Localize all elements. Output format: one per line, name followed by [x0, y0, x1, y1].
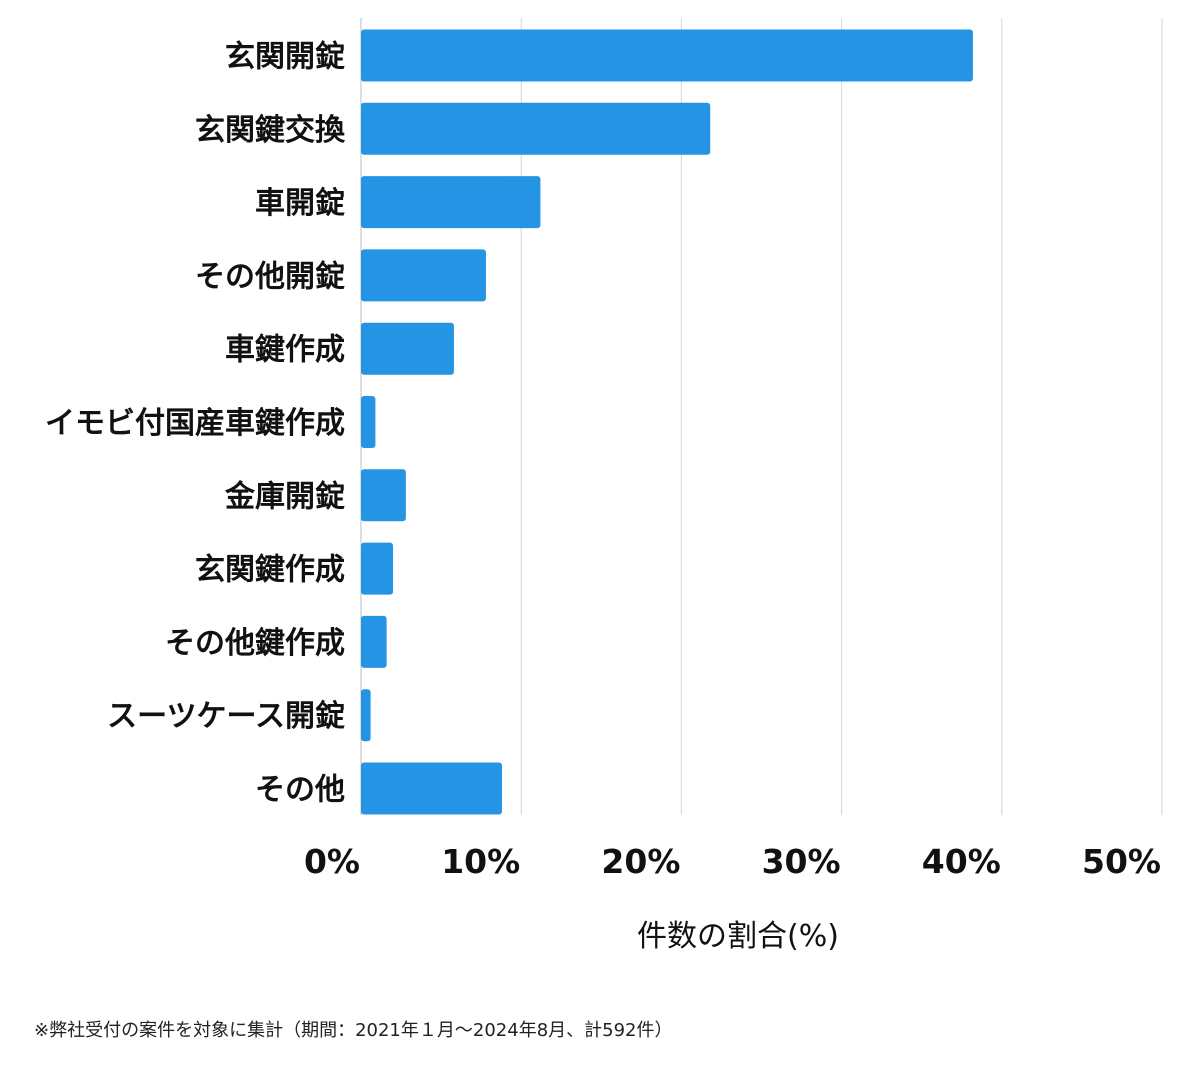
category-label: その他 [255, 773, 345, 808]
category-label: その他開錠 [195, 259, 345, 294]
category-label: その他鍵作成 [165, 626, 345, 661]
x-tick-label: 10% [441, 842, 520, 881]
bar [361, 762, 502, 815]
x-tick-labels: 0% 10% 20% 30% 40% 50% [304, 842, 1161, 881]
bar [361, 29, 973, 82]
x-tick-label: 40% [922, 842, 1001, 881]
x-tick-label: 0% [304, 842, 360, 881]
category-labels: 玄関開錠玄関鍵交換車開錠その他開錠車鍵作成イモビ付国産車鍵作成金庫開錠玄関鍵作成… [45, 40, 346, 808]
bar-chart: 玄関開錠玄関鍵交換車開錠その他開錠車鍵作成イモビ付国産車鍵作成金庫開錠玄関鍵作成… [45, 18, 1163, 954]
x-tick-label: 50% [1082, 842, 1161, 881]
category-label: スーツケース開錠 [107, 699, 345, 734]
category-label: 玄関鍵交換 [195, 113, 346, 148]
footnote: ※弊社受付の案件を対象に集計（期間：2021年１月〜2024年8月、計592件） [34, 1020, 673, 1041]
bar [361, 249, 486, 302]
category-label: 車鍵作成 [225, 333, 345, 368]
bar [361, 542, 394, 595]
x-tick-label: 30% [762, 842, 841, 881]
bars [361, 29, 973, 815]
bar [361, 102, 711, 155]
category-label: 玄関開錠 [225, 40, 345, 75]
x-tick-label: 20% [601, 842, 680, 881]
bar [361, 615, 387, 668]
category-label: 車開錠 [255, 186, 345, 221]
bar [361, 322, 454, 375]
x-axis-title: 件数の割合(%) [637, 919, 839, 954]
category-label: 玄関鍵作成 [195, 553, 345, 588]
bar [361, 689, 371, 742]
bar [361, 396, 376, 448]
category-label: イモビ付国産車鍵作成 [45, 406, 345, 441]
bar [361, 176, 541, 229]
bar [361, 469, 406, 522]
category-label: 金庫開錠 [224, 479, 345, 514]
